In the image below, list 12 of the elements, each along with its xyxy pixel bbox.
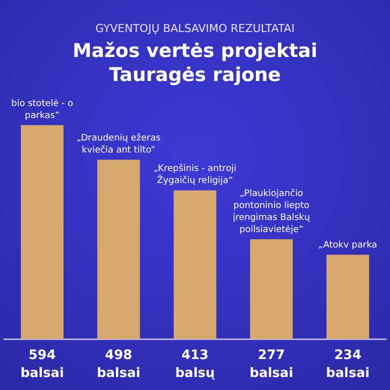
data-label: 498 balsai [96, 348, 140, 381]
chart-subtitle: GYVENTOJŲ BALSAVIMO REZULTATAI [94, 21, 296, 35]
data-label: 277 balsai [250, 348, 294, 381]
x-tick-label: „Plaukiojančio pontoninio liepto įrengimas Balskų poilsiavietėje“ [232, 188, 310, 236]
data-label: 413 balsų [175, 348, 216, 381]
x-tick-label: „Atokv parka [318, 240, 378, 251]
x-tick-label: „Krepšinis - antroji Žygaičių religija“ [154, 163, 236, 186]
x-tick-label: bio stotelė - o parkas“ [11, 99, 74, 122]
data-label: 594 balsai [20, 348, 64, 381]
chart-title: Mažos vertės projektai Tauragės rajone [72, 39, 318, 87]
data-label: 234 balsai [326, 348, 370, 381]
x-tick-label: „Draudenių ežeras kviečia ant tilto“ [76, 132, 161, 156]
